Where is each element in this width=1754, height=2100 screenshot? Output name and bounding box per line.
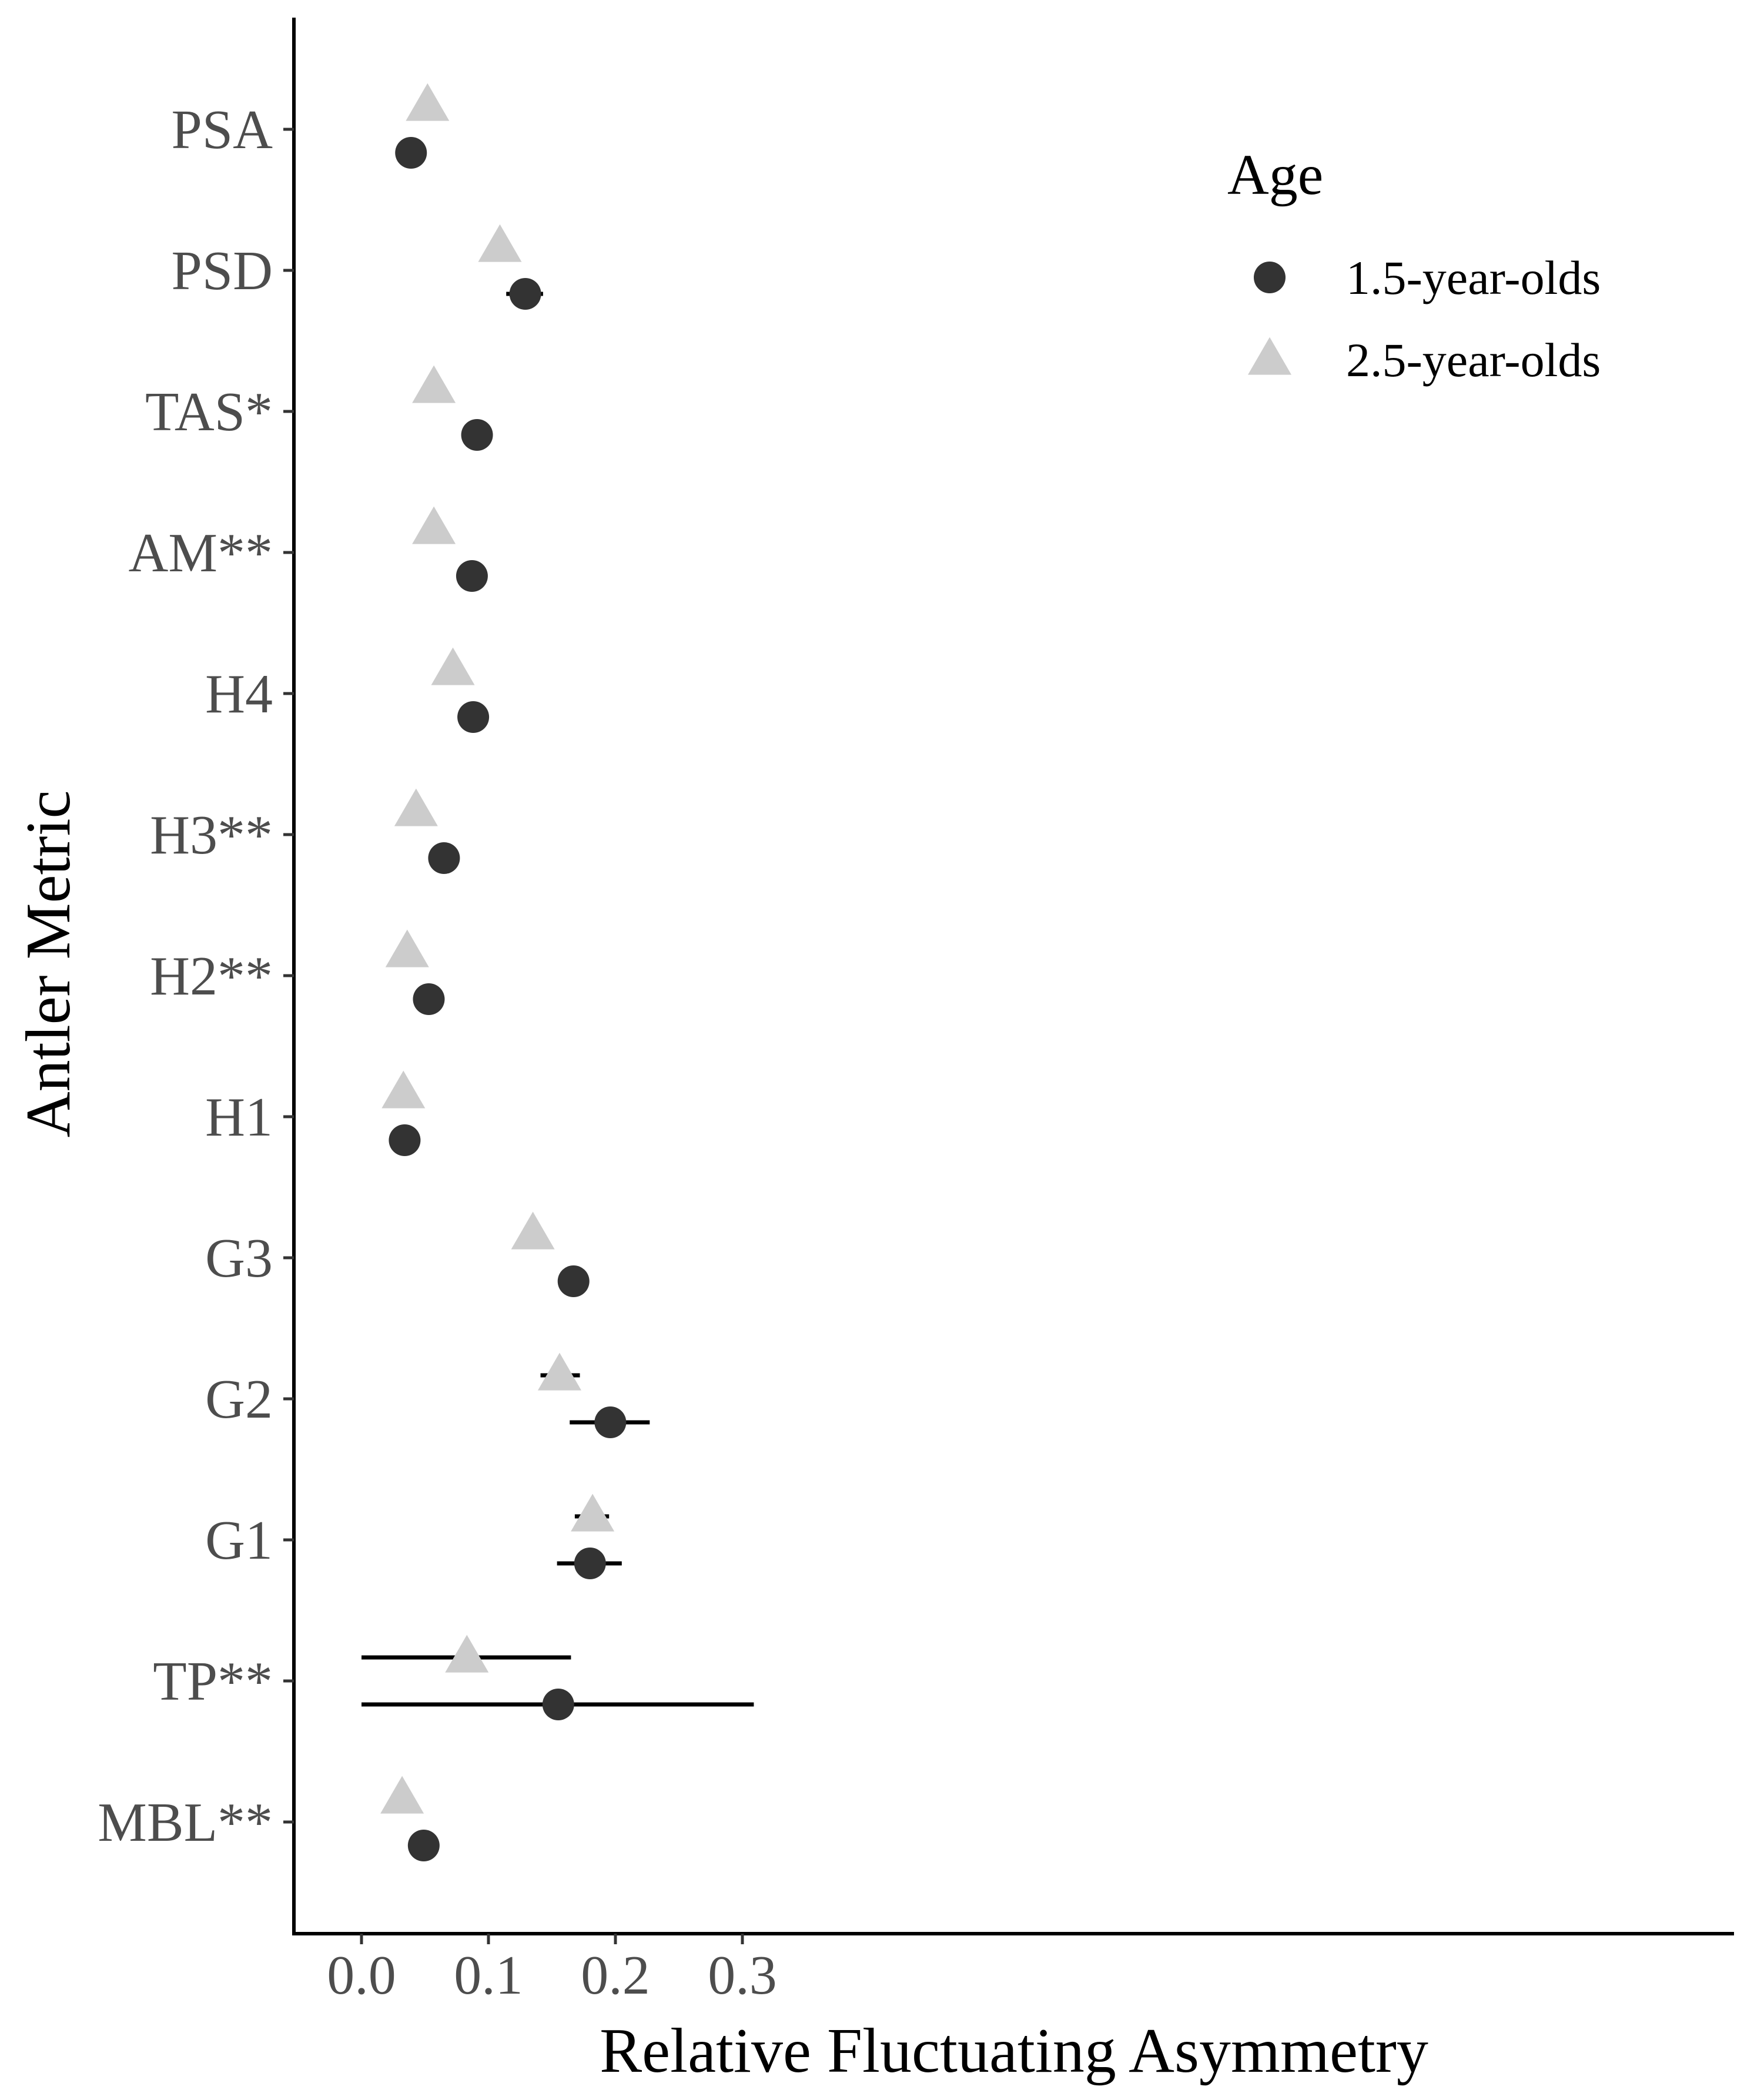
data-point-circle — [428, 842, 460, 874]
legend: Age 1.5-year-olds 2.5-year-olds — [1227, 143, 1601, 387]
y-tick-label: PSA — [172, 99, 273, 160]
data-point-triangle — [412, 506, 456, 544]
x-axis-title: Relative Fluctuating Asymmetry — [600, 2016, 1428, 2086]
data-point-circle — [457, 701, 490, 733]
data-point-triangle — [537, 1352, 581, 1391]
y-tick-label: H1 — [205, 1087, 273, 1148]
data-point-circle — [594, 1406, 627, 1438]
y-tick-label: G3 — [205, 1228, 273, 1289]
data-point-triangle — [478, 224, 522, 262]
data-point-triangle — [431, 647, 475, 685]
legend-label: 2.5-year-olds — [1346, 333, 1601, 387]
legend-key-circle — [1254, 262, 1286, 293]
legend-label: 1.5-year-olds — [1346, 251, 1601, 304]
data-point-triangle — [380, 1776, 424, 1814]
data-point-circle — [395, 137, 427, 169]
data-point-triangle — [406, 83, 450, 121]
data-point-circle — [407, 1830, 440, 1861]
y-tick-label: H2** — [150, 946, 273, 1007]
data-point-triangle — [445, 1635, 489, 1673]
x-tick-label: 0.0 — [327, 1945, 396, 2006]
data-point-circle — [574, 1548, 606, 1579]
y-tick-label: PSD — [172, 240, 273, 302]
data-point-circle — [542, 1689, 574, 1720]
y-tick-label: TAS* — [145, 381, 273, 443]
legend-title: Age — [1227, 143, 1323, 207]
data-point-circle — [389, 1124, 421, 1156]
data-point-circle — [461, 419, 493, 451]
x-tick-label: 0.1 — [454, 1945, 523, 2006]
data-point-triangle — [385, 929, 429, 967]
data-point-circle — [509, 278, 541, 310]
x-tick-label: 0.2 — [581, 1945, 650, 2006]
data-point-circle — [557, 1265, 590, 1297]
y-tick-label: TP** — [153, 1651, 273, 1712]
data-point-triangle — [571, 1493, 615, 1532]
x-tick-label: 0.3 — [708, 1945, 777, 2006]
data-point-triangle — [511, 1211, 555, 1250]
y-axis-title: Antler Metric — [14, 791, 83, 1138]
y-tick-label: H4 — [205, 664, 273, 725]
data-point-circle — [413, 983, 445, 1015]
y-tick-label: AM** — [129, 523, 273, 584]
y-tick-label: G1 — [205, 1510, 273, 1571]
y-tick-label: G2 — [205, 1369, 273, 1430]
data-point-triangle — [394, 788, 438, 826]
y-tick-label: H3** — [150, 805, 273, 866]
data-point-triangle — [412, 365, 456, 403]
data-point-triangle — [381, 1070, 426, 1108]
data-point-circle — [456, 560, 488, 592]
legend-key-triangle — [1248, 337, 1291, 375]
y-tick-label: MBL** — [98, 1792, 273, 1853]
